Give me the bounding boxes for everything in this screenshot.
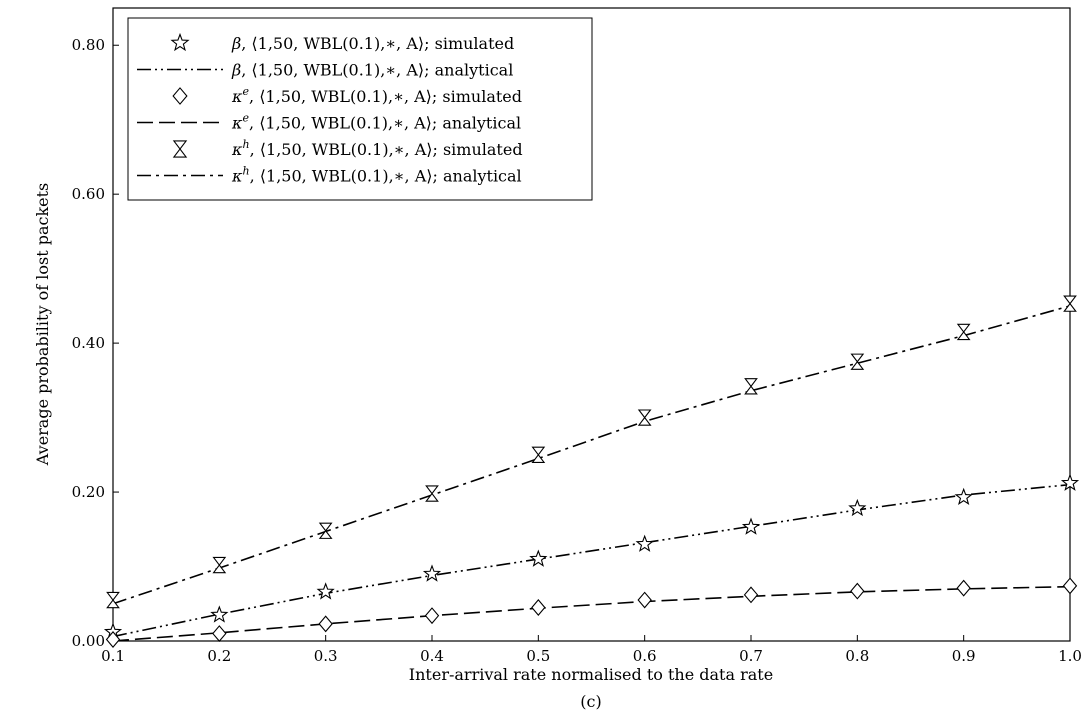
x-axis-label: Inter-arrival rate normalised to the dat… [409,665,773,684]
data-point-diamond [105,631,121,648]
y-tick-label: 0.40 [72,334,105,352]
data-point-hourglass [1063,295,1077,312]
x-tick-label: 1.0 [1058,647,1082,665]
data-point-hourglass [318,522,333,539]
data-point-hourglass [850,353,865,370]
y-tick-label: 0.00 [72,632,105,650]
legend-label: κh, ⟨1,50, WBL(0.1),∗, A⟩; analytical [231,165,522,186]
data-point-star [1060,473,1080,491]
x-tick-label: 0.1 [101,647,125,665]
legend-marker-hourglass [172,140,188,158]
data-point-star [635,534,654,552]
data-point-hourglass [425,485,439,502]
legend-label: κe, ⟨1,50, WBL(0.1),∗, A⟩; simulated [231,85,522,106]
data-point-diamond [424,607,440,625]
legend-label: κe, ⟨1,50, WBL(0.1),∗, A⟩; analytical [231,112,521,133]
data-point-star [741,517,761,535]
x-tick-label: 0.5 [526,647,550,665]
x-tick-label: 0.2 [207,647,231,665]
series-markers [103,295,1080,648]
y-tick-label: 0.80 [72,36,105,54]
data-point-star [316,582,335,600]
legend-entry: β, ⟨1,50, WBL(0.1),∗, A⟩; analytical [137,61,513,80]
data-point-diamond [850,582,865,600]
data-point-diamond [318,615,333,633]
data-point-star [529,549,548,567]
data-point-hourglass [637,409,652,426]
legend-entry: κe, ⟨1,50, WBL(0.1),∗, A⟩; analytical [137,112,521,133]
legend-label: κh, ⟨1,50, WBL(0.1),∗, A⟩; simulated [231,138,523,159]
legend-entry: κh, ⟨1,50, WBL(0.1),∗, A⟩; simulated [172,138,523,159]
data-point-diamond [1062,577,1078,595]
legend-marker-diamond [172,87,188,105]
data-point-hourglass [106,591,120,609]
series-line-3 [112,585,1071,642]
y-axis-label: Average probability of lost packets [33,183,52,467]
data-point-hourglass [212,556,227,574]
figure-caption: (c) [580,692,601,711]
data-point-hourglass [744,378,758,395]
x-tick-label: 0.6 [633,647,657,665]
series-line-5 [112,305,1071,605]
legend-box [127,17,593,201]
legend-entry: κh, ⟨1,50, WBL(0.1),∗, A⟩; analytical [137,165,522,186]
series-lines [112,305,1071,642]
data-point-diamond [212,625,227,643]
legend: β, ⟨1,50, WBL(0.1),∗, A⟩; simulated β, ⟨1… [127,17,593,201]
data-point-diamond [531,599,546,616]
data-point-hourglass [956,323,971,341]
y-tick-label: 0.60 [72,185,105,203]
legend-entry: κe, ⟨1,50, WBL(0.1),∗, A⟩; simulated [172,85,522,106]
legend-label: β, ⟨1,50, WBL(0.1),∗, A⟩; simulated [231,34,514,53]
data-point-star [210,605,229,623]
data-point-star [422,564,442,582]
plot-frame [112,7,1071,642]
legend-entry: β, ⟨1,50, WBL(0.1),∗, A⟩; simulated [170,32,514,53]
series-line-1 [112,483,1071,638]
x-tick-label: 0.3 [314,647,338,665]
x-tick-label: 0.7 [739,647,763,665]
legend-marker-star [170,32,190,52]
x-tick-label: 0.4 [420,647,444,665]
data-point-diamond [743,586,759,604]
x-tick-label: 0.9 [952,647,976,665]
data-point-diamond [637,591,652,609]
legend-label: β, ⟨1,50, WBL(0.1),∗, A⟩; analytical [231,61,513,80]
data-point-star [848,498,867,517]
data-point-diamond [956,579,971,597]
data-point-star [954,487,973,506]
axis-ticks: 0.1 0.2 0.3 0.4 0.5 0.6 0.7 0.8 0.9 1.0 0.00 0.20 0.… [72,36,1082,665]
y-tick-label: 0.20 [72,483,105,501]
x-tick-label: 0.8 [845,647,869,665]
data-point-hourglass [531,446,546,463]
